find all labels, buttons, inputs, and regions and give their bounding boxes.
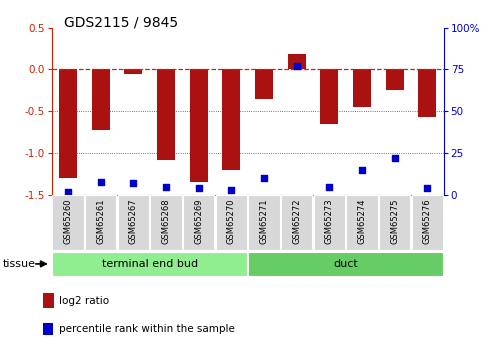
Bar [222, 69, 241, 170]
FancyBboxPatch shape [216, 196, 247, 249]
Point [423, 186, 431, 191]
Text: GSM65275: GSM65275 [390, 199, 399, 244]
Text: GSM65274: GSM65274 [357, 199, 367, 244]
Bar [124, 69, 142, 75]
Bar [386, 69, 404, 90]
FancyBboxPatch shape [379, 196, 410, 249]
Bar [59, 69, 77, 178]
Bar [255, 69, 273, 99]
Text: duct: duct [333, 259, 358, 269]
Point [64, 189, 72, 194]
FancyBboxPatch shape [248, 252, 443, 276]
Text: terminal end bud: terminal end bud [102, 259, 198, 269]
Point [195, 186, 203, 191]
Text: log2 ratio: log2 ratio [59, 296, 109, 306]
FancyBboxPatch shape [52, 196, 84, 249]
Text: GSM65276: GSM65276 [423, 199, 432, 244]
Text: GSM65270: GSM65270 [227, 199, 236, 244]
FancyBboxPatch shape [412, 196, 443, 249]
FancyBboxPatch shape [281, 196, 313, 249]
Text: GSM65261: GSM65261 [96, 199, 106, 244]
Point [391, 155, 399, 161]
Text: GSM65273: GSM65273 [325, 199, 334, 244]
FancyBboxPatch shape [314, 196, 345, 249]
Text: tissue: tissue [2, 259, 35, 269]
Text: GSM65271: GSM65271 [259, 199, 269, 244]
Point [227, 187, 235, 193]
FancyBboxPatch shape [248, 196, 280, 249]
Point [293, 63, 301, 69]
Point [260, 176, 268, 181]
Bar [157, 69, 175, 160]
Bar [43, 293, 55, 308]
Bar [419, 69, 436, 117]
Text: GSM65267: GSM65267 [129, 199, 138, 244]
FancyBboxPatch shape [150, 196, 182, 249]
Point [162, 184, 170, 189]
Text: GSM65272: GSM65272 [292, 199, 301, 244]
FancyBboxPatch shape [52, 252, 247, 276]
Bar [190, 69, 208, 183]
FancyBboxPatch shape [118, 196, 149, 249]
FancyBboxPatch shape [347, 196, 378, 249]
Point [358, 167, 366, 172]
Text: GSM65269: GSM65269 [194, 199, 203, 244]
Text: GSM65260: GSM65260 [64, 199, 72, 244]
Bar [320, 69, 338, 124]
Bar [288, 55, 306, 69]
Text: percentile rank within the sample: percentile rank within the sample [59, 324, 235, 334]
FancyBboxPatch shape [183, 196, 214, 249]
Point [130, 180, 138, 186]
Bar [353, 69, 371, 107]
Point [97, 179, 105, 184]
Bar [43, 323, 53, 335]
Point [325, 184, 333, 189]
Text: GDS2115 / 9845: GDS2115 / 9845 [64, 16, 178, 30]
Text: GSM65268: GSM65268 [162, 199, 171, 244]
FancyBboxPatch shape [85, 196, 116, 249]
Bar [92, 69, 110, 130]
